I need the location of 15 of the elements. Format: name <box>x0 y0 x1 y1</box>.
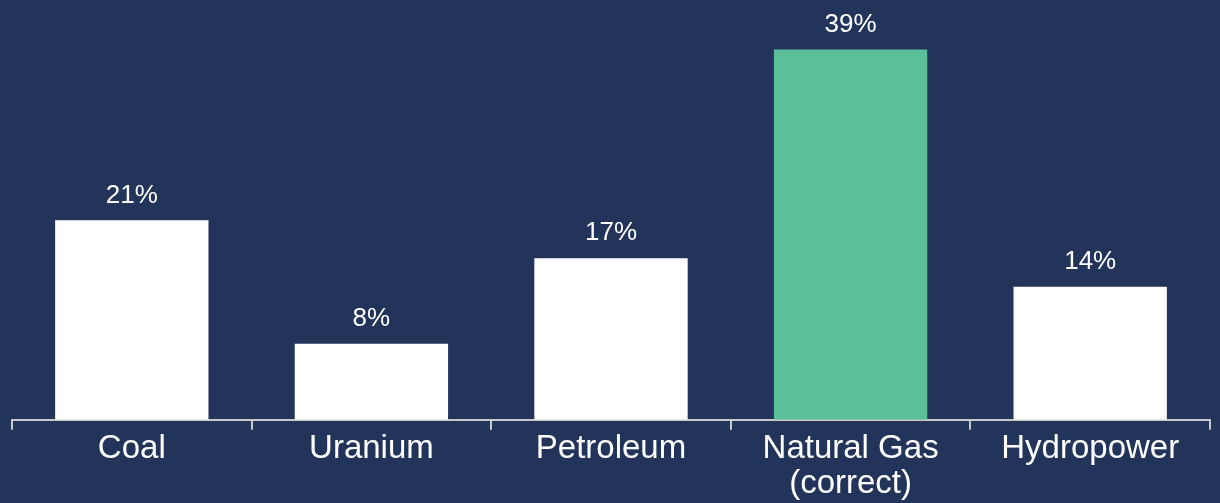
bar <box>534 258 688 420</box>
data-label: 17% <box>584 216 638 247</box>
bar <box>294 343 449 420</box>
x-tick-label: Petroleum <box>535 428 687 466</box>
x-tick-label: Natural Gas (correct) <box>762 428 939 500</box>
bar <box>1013 286 1167 420</box>
bar <box>55 220 209 420</box>
data-label: 8% <box>352 301 391 332</box>
data-label: 39% <box>824 7 877 38</box>
x-tick-label: Hydropower <box>1001 428 1180 466</box>
data-label: 14% <box>1064 244 1117 275</box>
x-tick-label: Uranium <box>309 428 434 466</box>
data-label: 21% <box>105 178 158 209</box>
x-tick-label: Coal <box>97 428 166 466</box>
bar <box>773 49 928 420</box>
